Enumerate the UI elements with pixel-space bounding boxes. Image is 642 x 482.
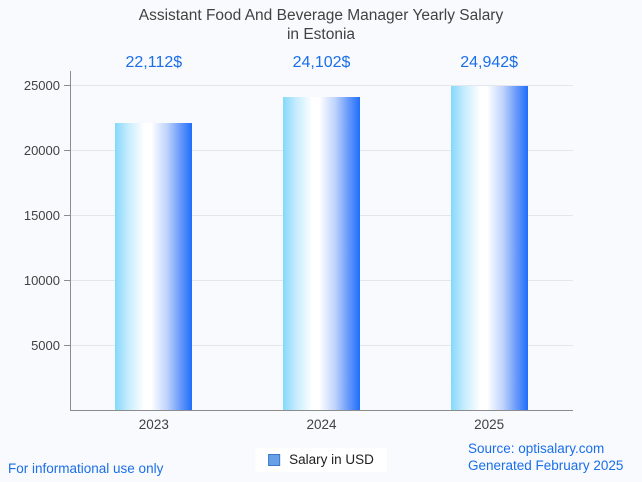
bar[interactable] [115,122,193,410]
y-axis-tick [63,85,70,86]
y-axis-tick [63,280,70,281]
x-axis-tick-label: 2025 [474,417,505,432]
y-axis-tick [63,215,70,216]
y-axis-tick-label: 5000 [31,337,60,353]
legend-swatch-icon [268,453,281,466]
y-axis-tick-label: 20000 [23,142,60,158]
y-axis-tick-label: 25000 [23,77,60,93]
chart-title-line2: in Estonia [286,26,356,43]
source-line: Source: optisalary.com [468,441,605,456]
disclaimer-text: For informational use only [8,461,164,476]
y-axis-tick [63,345,70,346]
chart-title-line1: Assistant Food And Beverage Manager Year… [138,7,504,24]
generated-line: Generated February 2025 [468,457,624,473]
bar[interactable] [450,85,528,410]
y-axis-tick-label: 15000 [23,207,60,223]
x-axis-tick-label: 2023 [138,417,169,432]
source-block: Source: optisalary.com Generated Februar… [468,441,623,474]
x-axis-tick-label: 2024 [306,417,337,432]
chart-title: Assistant Food And Beverage Manager Year… [0,6,642,44]
bar[interactable] [283,96,360,410]
y-axis-tick-label: 10000 [23,272,60,288]
y-axis-tick [63,150,70,151]
bar-value-label: 24,942$ [460,54,519,71]
gridline [70,85,573,86]
bar-value-label: 24,102$ [292,54,351,71]
x-axis-line [70,410,573,411]
chart-legend: Salary in USD [255,448,387,472]
bar-value-label: 22,112$ [125,54,183,71]
legend-series-label: Salary in USD [289,452,374,467]
y-axis-line [70,71,71,411]
